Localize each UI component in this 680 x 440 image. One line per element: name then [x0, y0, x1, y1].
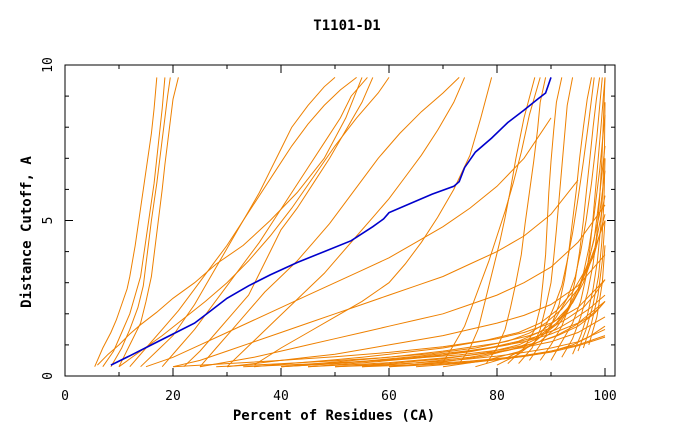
x-tick-label: 0 — [61, 389, 69, 404]
series-line-40 — [550, 77, 606, 361]
series-line-14 — [145, 117, 552, 368]
y-tick-label: 0 — [41, 372, 56, 380]
series-line-3 — [110, 77, 171, 367]
series-line-10 — [183, 77, 374, 368]
series-line-1 — [94, 77, 158, 367]
series-line-48 — [361, 301, 606, 368]
series-line-6 — [118, 77, 390, 368]
x-axis-label: Percent of Residues (CA) — [233, 408, 435, 424]
series-line-43 — [577, 158, 606, 352]
y-axis-label: Distance Cutoff, A — [19, 156, 35, 308]
series-line-39 — [539, 77, 601, 361]
series-line-38 — [528, 77, 592, 361]
series-line-46 — [280, 279, 606, 368]
series-line-42 — [572, 102, 606, 355]
x-tick-label: 40 — [273, 389, 289, 404]
series-line-35 — [485, 77, 547, 364]
series-line-21 — [334, 328, 606, 368]
series-line-9 — [161, 77, 368, 368]
series-line-37 — [442, 77, 541, 363]
series-line-24 — [415, 325, 606, 368]
series-line-41 — [561, 77, 606, 358]
series-line-36 — [458, 77, 536, 364]
series-line-16 — [199, 204, 606, 368]
x-tick-label: 80 — [489, 389, 505, 404]
series-line-15 — [172, 179, 579, 368]
series-line-29 — [388, 145, 606, 368]
x-tick-label: 100 — [593, 389, 616, 404]
series-line-33 — [518, 77, 574, 364]
series-line-34 — [507, 77, 563, 364]
series-line-27 — [280, 195, 606, 368]
series-line-2 — [102, 77, 166, 367]
series-line-47 — [307, 294, 606, 368]
series-line-4 — [118, 77, 179, 367]
series-line-13 — [253, 77, 493, 366]
series-line-30 — [442, 114, 606, 368]
series-line-11 — [199, 77, 460, 368]
axis-layer: 0 20 40 60 80 100 0 5 10 — [41, 57, 617, 404]
series-line-12 — [226, 77, 466, 368]
x-tick-label: 60 — [381, 389, 397, 404]
series-line-49 — [243, 301, 606, 368]
highlight-series-line — [110, 77, 552, 366]
series-line-5 — [97, 77, 363, 366]
series-line-8 — [140, 77, 336, 368]
y-tick-label: 5 — [41, 217, 56, 225]
series-layer — [94, 77, 606, 368]
y-tick-label: 10 — [41, 57, 56, 73]
series-line-7 — [129, 77, 357, 368]
series-line-44 — [582, 220, 606, 349]
x-tick-label: 20 — [165, 389, 181, 404]
chart-title: T1101-D1 — [313, 18, 380, 34]
